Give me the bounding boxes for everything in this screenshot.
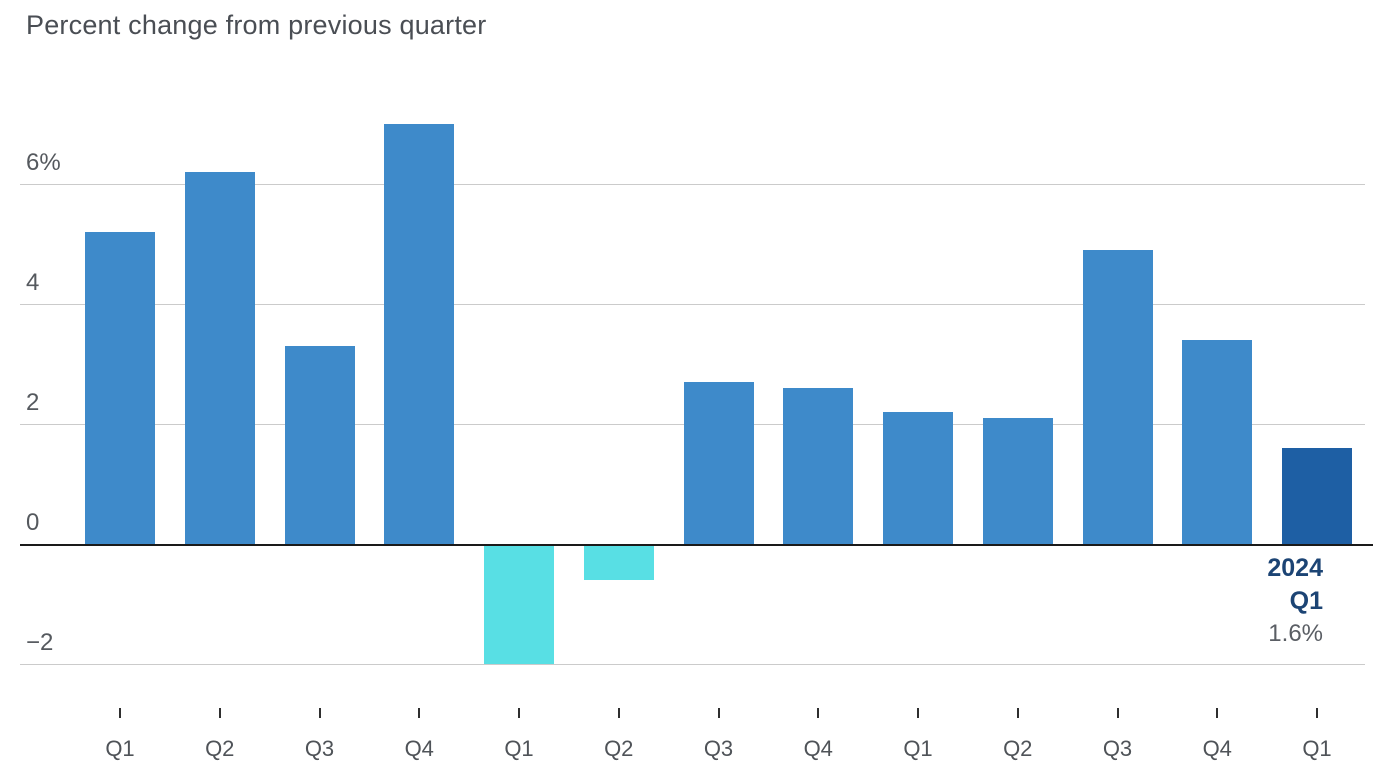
bar-q3-2 bbox=[284, 346, 355, 544]
x-axis-tick-11 bbox=[1216, 708, 1219, 718]
y-axis-label-2: 2 bbox=[26, 389, 40, 416]
x-axis-label-9: Q2 bbox=[1003, 736, 1033, 761]
bar-q2-9 bbox=[982, 418, 1053, 544]
x-axis-label-10: Q3 bbox=[1102, 736, 1133, 761]
bar-q2-1 bbox=[184, 172, 255, 544]
highlight-annotation: 2024 Q1 1.6% bbox=[1267, 552, 1323, 650]
bar-q4-11 bbox=[1182, 340, 1253, 544]
bar-q3-6 bbox=[683, 382, 754, 544]
bar-q4-3 bbox=[384, 124, 455, 544]
x-axis-tick-7 bbox=[817, 708, 820, 718]
x-axis-label-0: Q1 bbox=[105, 736, 135, 761]
gridline-4 bbox=[20, 304, 1365, 305]
bar-q1-4 bbox=[484, 544, 554, 664]
annotation-quarter: Q1 bbox=[1289, 587, 1323, 615]
bar-q1-8 bbox=[883, 412, 953, 544]
y-axis-label-6: 6% bbox=[26, 149, 61, 176]
x-axis-label-1: Q2 bbox=[205, 736, 235, 761]
x-axis-label-6: Q3 bbox=[703, 736, 734, 761]
gridline--2 bbox=[20, 664, 1365, 665]
y-axis-label-0: 0 bbox=[26, 509, 40, 536]
x-axis-tick-2 bbox=[318, 708, 321, 718]
x-axis-tick-10 bbox=[1116, 708, 1119, 718]
x-axis-label-12: Q1 bbox=[1302, 736, 1332, 761]
x-axis-tick-9 bbox=[1016, 708, 1019, 718]
bar-q1-12 bbox=[1282, 448, 1352, 544]
bar-q2-5 bbox=[583, 544, 654, 580]
x-axis-label-3: Q4 bbox=[404, 736, 434, 761]
bar-q3-10 bbox=[1082, 250, 1153, 544]
gridline-6 bbox=[20, 184, 1365, 185]
y-axis-label-4: 4 bbox=[26, 269, 40, 296]
x-axis-tick-1 bbox=[218, 708, 221, 718]
x-axis-tick-3 bbox=[418, 708, 421, 718]
annotation-year: 2024 bbox=[1267, 554, 1323, 582]
x-axis-tick-0 bbox=[119, 708, 121, 718]
chart-title: Percent change from previous quarter bbox=[26, 10, 487, 40]
bar-q1-0 bbox=[85, 232, 155, 544]
x-axis-tick-5 bbox=[617, 708, 620, 718]
x-axis-label-11: Q4 bbox=[1202, 736, 1232, 761]
x-axis-tick-8 bbox=[917, 708, 919, 718]
x-axis-baseline bbox=[20, 544, 1373, 546]
x-axis-label-5: Q2 bbox=[604, 736, 634, 761]
x-axis-label-2: Q3 bbox=[304, 736, 335, 761]
x-axis-tick-6 bbox=[717, 708, 720, 718]
annotation-value: 1.6% bbox=[1268, 620, 1323, 647]
x-axis-tick-12 bbox=[1316, 708, 1318, 718]
x-axis-label-8: Q1 bbox=[903, 736, 933, 761]
x-axis-label-7: Q4 bbox=[803, 736, 833, 761]
x-axis-label-4: Q1 bbox=[504, 736, 534, 761]
x-axis-tick-4 bbox=[518, 708, 520, 718]
bar-q4-7 bbox=[783, 388, 854, 544]
y-axis-label--2: −2 bbox=[26, 629, 54, 656]
